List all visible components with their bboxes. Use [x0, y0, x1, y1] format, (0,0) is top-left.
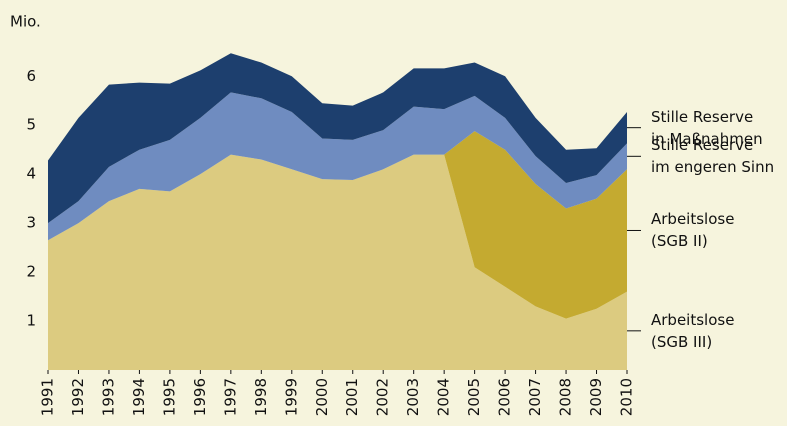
- x-tick-label: 2006: [496, 378, 514, 416]
- x-tick-label: 1997: [221, 378, 239, 416]
- legend-label: Arbeitslose (SGB III): [651, 310, 735, 351]
- y-tick-label: 2: [26, 263, 36, 281]
- x-tick-label: 2007: [526, 378, 544, 416]
- y-tick-label: 1: [26, 312, 36, 330]
- x-tick-label: 1992: [69, 378, 87, 416]
- y-tick-label: 6: [26, 67, 36, 85]
- y-tick-label: 4: [26, 165, 36, 183]
- x-tick-label: 1994: [130, 378, 148, 416]
- legend-label: Stille Reserve im engeren Sinn: [651, 136, 775, 177]
- legend-label: Stille Reserve in Maßnahmen: [651, 107, 763, 148]
- x-tick-label: 2008: [557, 378, 575, 416]
- x-tick-label: 2001: [343, 378, 361, 416]
- x-tick-label: 2004: [435, 378, 453, 416]
- x-tick-label: 1996: [191, 378, 209, 416]
- area: [48, 53, 627, 224]
- x-tick-label: 2003: [404, 378, 422, 416]
- x-tick-label: 1995: [160, 378, 178, 416]
- x-tick-label: 1998: [252, 378, 270, 416]
- area: [48, 154, 627, 370]
- x-tick-label: 2002: [374, 378, 392, 416]
- x-tick-label: 1999: [282, 378, 300, 416]
- x-tick-label: 2000: [313, 378, 331, 416]
- x-tick-label: 2005: [465, 378, 483, 416]
- legend-label: Arbeitslose (SGB II): [651, 210, 735, 251]
- x-tick-label: 2009: [587, 378, 605, 416]
- area: [444, 131, 627, 319]
- x-tick-label: 1993: [99, 378, 117, 416]
- x-tick-label: 1991: [39, 378, 57, 416]
- area: [48, 92, 627, 241]
- x-tick-label: 2010: [618, 378, 636, 416]
- y-tick-label: 3: [26, 214, 36, 232]
- y-tick-label: 5: [26, 116, 36, 134]
- y-axis-label: Mio.: [10, 13, 41, 31]
